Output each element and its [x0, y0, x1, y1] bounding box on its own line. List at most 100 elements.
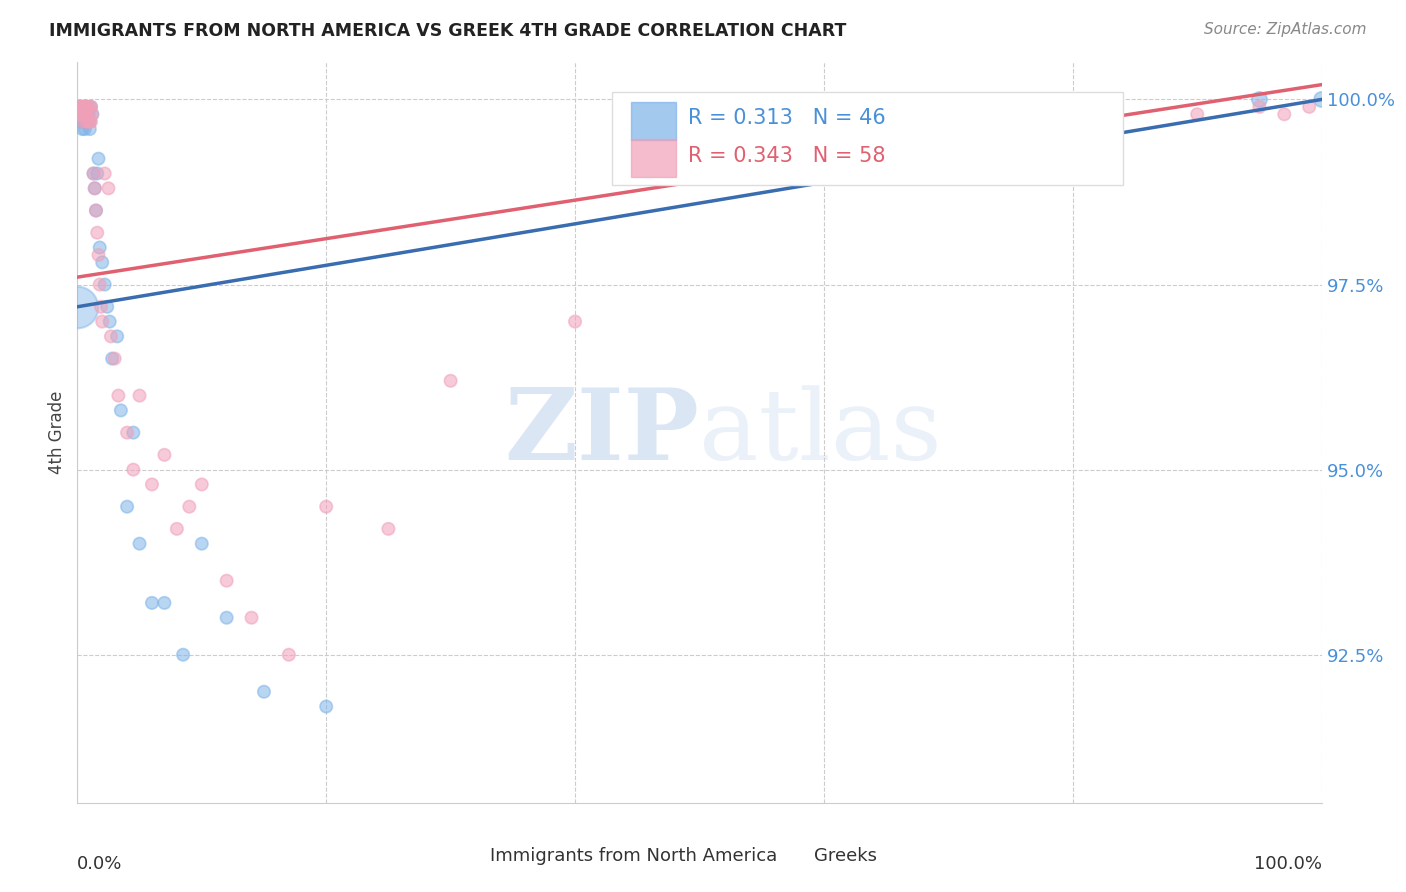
Point — [97, 181, 120, 195]
Point — [67, 100, 90, 114]
FancyBboxPatch shape — [765, 841, 806, 871]
Point — [253, 684, 276, 698]
Point — [153, 448, 176, 462]
Point — [191, 536, 214, 550]
Point — [564, 314, 586, 328]
Point — [315, 500, 337, 514]
Point — [79, 114, 101, 128]
Point — [83, 181, 105, 195]
Point — [1249, 92, 1271, 106]
Point — [93, 166, 115, 180]
Point — [72, 122, 94, 136]
Point — [76, 107, 98, 121]
Point — [96, 300, 118, 314]
Point — [69, 100, 91, 114]
Point — [72, 114, 94, 128]
Text: atlas: atlas — [700, 384, 942, 481]
Point — [73, 114, 96, 128]
Point — [83, 181, 105, 195]
Point — [79, 122, 101, 136]
Point — [80, 100, 103, 114]
Point — [179, 500, 201, 514]
Point — [80, 114, 103, 128]
Point — [166, 522, 188, 536]
Text: 100.0%: 100.0% — [1254, 855, 1322, 872]
Point — [67, 107, 90, 121]
Point — [100, 329, 122, 343]
Point — [122, 425, 145, 440]
Point — [72, 114, 94, 128]
Point — [141, 596, 163, 610]
Point — [1272, 107, 1295, 121]
Point — [86, 166, 108, 180]
Point — [104, 351, 127, 366]
Point — [72, 100, 94, 114]
Point — [1310, 92, 1333, 106]
Point — [82, 107, 104, 121]
Point — [128, 388, 150, 402]
Point — [240, 610, 263, 624]
Point — [141, 477, 163, 491]
Point — [128, 536, 150, 550]
Point — [75, 100, 97, 114]
Point — [72, 100, 94, 114]
Point — [83, 166, 105, 180]
Point — [1185, 107, 1208, 121]
FancyBboxPatch shape — [613, 92, 1122, 185]
Point — [79, 114, 101, 128]
Point — [89, 277, 111, 292]
Point — [75, 100, 97, 114]
Point — [98, 314, 121, 328]
Point — [115, 425, 138, 440]
Point — [936, 107, 959, 121]
Point — [69, 107, 91, 121]
Point — [87, 152, 110, 166]
Point — [1062, 114, 1084, 128]
Point — [75, 114, 97, 128]
Point — [70, 100, 93, 114]
Point — [70, 107, 93, 121]
Point — [377, 522, 399, 536]
Point — [69, 100, 91, 114]
Point — [76, 100, 98, 114]
Point — [72, 107, 94, 121]
Text: Greeks: Greeks — [814, 847, 877, 865]
Point — [70, 107, 93, 121]
Point — [172, 648, 194, 662]
Point — [75, 114, 97, 128]
Point — [91, 314, 114, 328]
Point — [77, 114, 100, 128]
Point — [1249, 100, 1271, 114]
Point — [315, 699, 337, 714]
Y-axis label: 4th Grade: 4th Grade — [48, 391, 66, 475]
Text: R = 0.343   N = 58: R = 0.343 N = 58 — [689, 146, 886, 167]
FancyBboxPatch shape — [631, 102, 676, 140]
Point — [101, 351, 124, 366]
Point — [73, 122, 96, 136]
FancyBboxPatch shape — [631, 138, 676, 178]
Point — [90, 300, 112, 314]
Point — [82, 107, 104, 121]
Point — [689, 100, 711, 114]
Point — [76, 100, 98, 114]
Point — [70, 114, 93, 128]
Point — [67, 107, 90, 121]
Point — [689, 100, 711, 114]
Point — [80, 100, 103, 114]
Text: IMMIGRANTS FROM NORTH AMERICA VS GREEK 4TH GRADE CORRELATION CHART: IMMIGRANTS FROM NORTH AMERICA VS GREEK 4… — [49, 22, 846, 40]
Point — [105, 329, 128, 343]
Text: Immigrants from North America: Immigrants from North America — [491, 847, 778, 865]
Point — [79, 100, 101, 114]
Point — [87, 248, 110, 262]
Point — [86, 226, 108, 240]
Point — [277, 648, 299, 662]
Point — [215, 574, 238, 588]
Point — [813, 100, 835, 114]
Point — [70, 100, 93, 114]
Text: 0.0%: 0.0% — [77, 855, 122, 872]
Text: ZIP: ZIP — [505, 384, 700, 481]
Point — [91, 255, 114, 269]
Point — [84, 203, 107, 218]
Point — [115, 500, 138, 514]
Point — [439, 374, 461, 388]
